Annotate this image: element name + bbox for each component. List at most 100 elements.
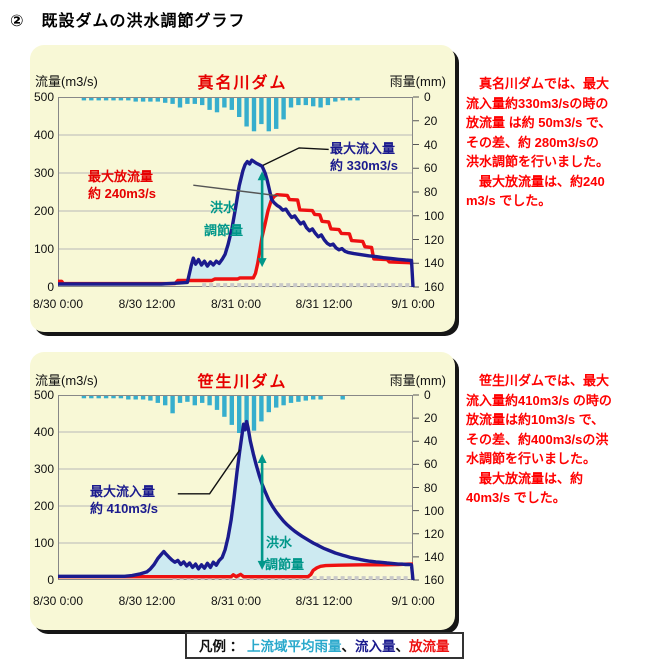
annotation-label: 洪水: [210, 200, 237, 215]
rain-bar: [229, 396, 234, 425]
right-axis-tick-label: 160: [424, 280, 445, 294]
chart-title-manogawa: 真名川ダム: [197, 75, 288, 92]
rain-bar: [133, 396, 138, 400]
chart-plot: [58, 96, 419, 288]
note-manogawa: 真名川ダムでは、最大 流入量約330m3/sの時の 放流量 は約 50m3/s …: [466, 76, 612, 208]
rain-bar: [133, 98, 138, 102]
rain-bar: [318, 396, 323, 400]
right-axis-tick-label: 80: [424, 185, 438, 199]
left-axis-tick-label: 100: [33, 536, 54, 550]
rain-bar: [126, 98, 131, 101]
rain-bar: [288, 98, 294, 108]
rain-bar: [244, 98, 249, 127]
rain-bar: [192, 98, 197, 104]
right-axis-tick-label: 40: [424, 434, 438, 448]
rain-bar: [140, 98, 146, 102]
rain-bar: [214, 396, 220, 410]
manogawa-dam-chart-panel: 真名川ダム 流量(m3/s) 雨量(mm) 500 400 300 200 100 0 0 2…: [30, 45, 455, 332]
rain-bar: [274, 98, 279, 129]
left-axis-tick-label: 0: [47, 280, 54, 294]
inflow-line: [58, 419, 415, 581]
rain-bar: [148, 396, 153, 401]
rain-bar: [311, 396, 316, 400]
rain-bar: [207, 396, 212, 406]
y-right-axis-label: 雨量(mm): [389, 74, 446, 89]
y-left-axis-label: 流量(m3/s): [35, 74, 98, 89]
right-axis-tick-label: 20: [424, 114, 438, 128]
regulation-arrow-head-down: [257, 560, 267, 570]
rain-bar: [303, 98, 308, 106]
page-title: ② 既設ダムの洪水調節グラフ: [10, 13, 246, 30]
plot-border: [58, 97, 413, 287]
legend-label: 凡例 ：: [199, 639, 248, 654]
rain-bar: [111, 396, 116, 399]
rain-bar: [318, 98, 323, 108]
annotation-label: 最大放流量 約 240m3/s: [88, 169, 156, 201]
rain-bar: [81, 396, 87, 399]
rain-bar: [103, 396, 109, 399]
x-axis-tick-label: 8/30 0:00: [32, 594, 84, 608]
rain-bar: [229, 98, 234, 110]
right-axis-tick-label: 60: [424, 161, 438, 175]
rain-bar: [222, 396, 227, 417]
x-axis-tick-label: 8/30 12:00: [118, 297, 176, 311]
right-axis-tick-label: 140: [424, 256, 445, 270]
x-axis-tick-label: 8/31 0:00: [210, 297, 262, 311]
sasogawa-dam-chart-panel: 笹生川ダム 流量(m3/s) 雨量(mm) 500 400 300 200 100 0 0 2…: [30, 352, 455, 630]
rain-bar: [118, 98, 124, 101]
annotation-leader-line: [177, 449, 241, 495]
x-axis-tick-label: 8/31 12:00: [295, 594, 353, 608]
annotation-leader-line: [193, 184, 279, 197]
left-axis-tick-label: 500: [33, 388, 54, 402]
legend: 凡例 ： 上流域平均雨量、流入量、放流量: [185, 632, 464, 659]
rain-bar: [259, 98, 264, 125]
rain-bar: [155, 98, 160, 102]
y-left-axis-label: 流量(m3/s): [35, 373, 98, 388]
x-axis-tick-label: 8/31 0:00: [210, 594, 262, 608]
note-sasogawa: 笹生川ダムでは、最大 流入量約410m3/s の時の 放流量は約10m3/s で…: [466, 373, 612, 505]
rain-bar: [163, 396, 168, 406]
rain-bar: [89, 98, 94, 101]
rain-bar: [355, 98, 360, 101]
annotation-label: 最大流入量 約 410m3/s: [90, 484, 158, 516]
rain-bar: [170, 98, 175, 104]
rain-bar: [296, 396, 301, 402]
rain-bar: [333, 98, 338, 102]
right-axis-tick-label: 100: [424, 209, 445, 223]
annotation-label: 最大流入量 約 330m3/s: [330, 141, 398, 173]
outflow-line: [58, 193, 414, 286]
rain-bar: [148, 98, 153, 102]
regulation-arrow-head-up: [257, 453, 267, 463]
legend-item: 放流量: [409, 639, 450, 654]
left-axis-tick-label: 100: [33, 242, 54, 256]
rain-bar: [266, 98, 271, 132]
rain-bar: [222, 98, 227, 108]
rain-bar: [185, 98, 190, 104]
rain-bar: [177, 396, 183, 403]
rain-bar: [214, 98, 220, 113]
right-axis-tick-label: 0: [424, 90, 431, 104]
regulation-arrow-head-up: [257, 171, 267, 181]
annotation-label: 洪水: [266, 535, 293, 550]
flood-control-volume-fill: [188, 160, 271, 281]
rain-bar: [207, 98, 212, 110]
right-axis-tick-label: 40: [424, 138, 438, 152]
left-axis-tick-label: 0: [47, 573, 54, 587]
right-axis-tick-label: 140: [424, 550, 445, 564]
rain-bar: [118, 396, 124, 399]
rain-bar: [192, 396, 197, 406]
rain-bar: [103, 98, 109, 101]
rain-bar: [163, 98, 168, 103]
rain-bar: [325, 98, 331, 106]
rain-bar: [185, 396, 190, 402]
left-axis-tick-label: 300: [33, 166, 54, 180]
rain-bar: [303, 396, 308, 401]
plot-border: [58, 395, 413, 580]
legend-item: 、: [341, 639, 356, 654]
left-axis-tick-label: 400: [33, 128, 54, 142]
rain-bar: [81, 98, 87, 101]
y-right-axis-label: 雨量(mm): [389, 373, 446, 388]
x-axis-tick-label: 8/31 12:00: [295, 297, 353, 311]
right-axis-tick-label: 100: [424, 504, 445, 518]
x-axis-tick-label: 8/30 12:00: [118, 594, 176, 608]
